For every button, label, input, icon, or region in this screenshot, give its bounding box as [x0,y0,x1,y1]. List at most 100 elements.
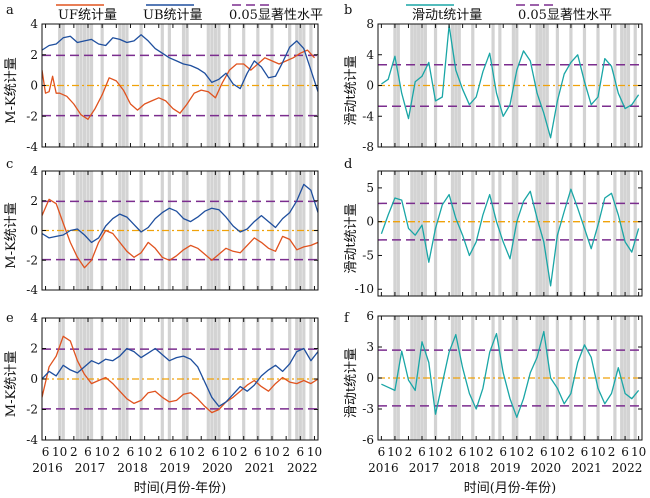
x-tick-month: 6 [254,445,262,459]
period-band [417,171,421,296]
period-band [433,24,438,147]
panel-c: 4 2 0 -2 -4 c M-K统计量 [4,157,319,297]
x-tick-year: 2022 [287,461,318,475]
y-tick-label: 4 [30,311,38,325]
period-band [309,24,313,147]
period-band [288,171,292,290]
period-band [569,171,573,296]
y-tick-label: 0 [366,371,374,385]
x-tick-month: 6 [378,445,386,459]
period-band [569,316,573,440]
x-tick-year: 2019 [160,461,191,475]
x-tick-year: 2020 [202,461,233,475]
period-band [535,316,539,440]
period-band [450,171,455,296]
period-band [538,316,543,440]
period-band [213,24,217,147]
y-tick-label: -5 [362,248,374,262]
x-tick-year: 2021 [571,461,602,475]
x-tick-year: 2017 [409,461,440,475]
period-band [471,171,475,296]
period-band [433,171,438,296]
series-line-1 [42,49,315,120]
x-tick-month: 10 [179,445,194,459]
series-line-2 [42,183,318,244]
period-band [413,24,417,147]
y-axis-title: M-K统计量 [4,57,19,123]
x-tick-month: 10 [509,445,524,459]
period-band [450,24,455,147]
y-tick-label: -2 [26,109,38,123]
period-band [569,24,573,147]
legend-left: UF统计量 UB统计量 0.05显著性水平 [56,4,323,23]
period-band [542,171,546,296]
x-tick-month: 10 [550,445,565,459]
period-band [538,24,543,147]
period-band [167,171,171,290]
period-band [420,24,424,147]
period-band [295,171,299,290]
x-axis-title-right: 时间(月份-年份) [464,481,557,496]
panel-a: 4 2 0 -2 -4 a M-K统计量 [4,3,319,154]
y-tick-label: 0 [30,372,38,386]
y-tick-label: 0 [366,215,374,229]
x-tick-month: 2 [155,445,163,459]
y-tick-label: -8 [362,140,374,154]
y-tick-label: -2 [26,403,38,417]
period-band [511,171,515,296]
period-band [139,171,143,290]
x-tick-month: 6 [296,445,304,459]
panel-b: 8 4 0 -4 -8 b 滑动t统计量 [344,3,643,154]
x-tick-month: 10 [307,445,322,459]
period-band [82,318,87,440]
period-band [433,316,438,440]
x-tick-month: 10 [469,445,484,459]
x-tick-month: 2 [608,445,616,459]
legend-label-ub: UB统计量 [143,8,203,23]
period-band [227,24,232,147]
panel-f: 6 3 0 -3 -6 f 滑动t统计量 [344,309,643,447]
x-tick-month: 6 [212,445,220,459]
period-band [125,24,129,147]
y-tick-label: 3 [366,340,374,354]
x-tick-month: 10 [137,445,152,459]
period-band [79,24,83,147]
period-band [167,318,171,440]
period-band [167,24,171,147]
period-band [82,171,87,290]
period-band [420,171,424,296]
period-band [410,171,414,296]
series-line-1 [380,188,640,287]
x-tick-year: 2020 [531,461,562,475]
x-axis-title-left: 时间(月份-年份) [134,481,227,496]
legend-right: 滑动t统计量 0.05显著性水平 [406,4,612,23]
period-band [450,316,455,440]
period-band [457,171,461,296]
y-tick-label: 4 [30,164,38,178]
y-tick-label: -4 [26,140,38,154]
period-band [555,24,559,147]
x-tick-month: 10 [264,445,279,459]
period-band [396,171,400,296]
x-tick-month: 10 [631,445,646,459]
period-band [545,171,549,296]
y-tick-label: 6 [366,309,374,323]
x-tick-month: 6 [459,445,467,459]
period-band [623,316,627,440]
y-tick-label: -10 [355,282,374,296]
x-tick-year: 2018 [449,461,480,475]
x-tick-month: 6 [84,445,92,459]
y-tick-label: -4 [26,433,38,447]
x-tick-month: 6 [621,445,629,459]
y-tick-label: 2 [30,194,38,208]
x-tick-month: 6 [169,445,177,459]
x-tick-month: 2 [405,445,413,459]
y-tick-label: -4 [362,109,374,123]
x-tick-month: 6 [127,445,135,459]
series-line-1 [42,198,318,269]
x-tick-month: 2 [70,445,78,459]
period-band [535,171,539,296]
x-tick-year: 2017 [75,461,106,475]
period-band [295,24,299,147]
